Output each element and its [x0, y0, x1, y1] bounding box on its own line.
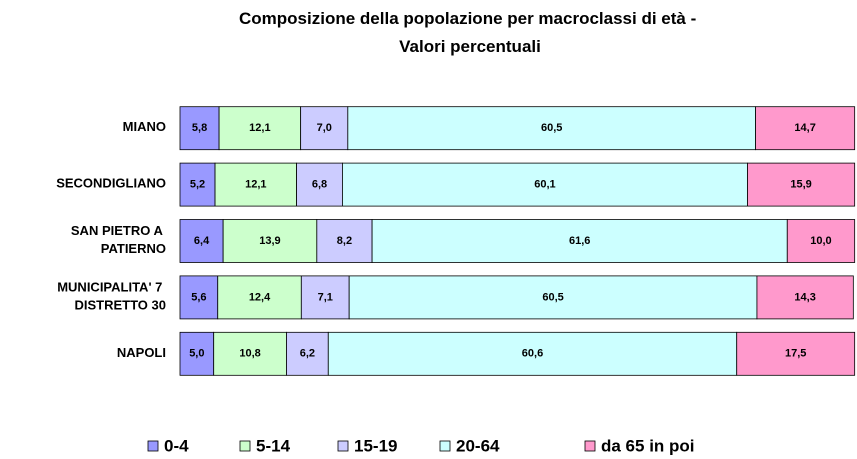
bar-segment [296, 162, 343, 207]
legend-label: da 65 in poi [601, 436, 695, 455]
bar-segment [179, 275, 219, 320]
value-label: 60,6 [522, 348, 543, 360]
bar-segment [755, 106, 856, 151]
y-tick-label: SECONDIGLIANO [56, 176, 166, 191]
bar-segment [747, 162, 856, 207]
bar-segment [300, 275, 350, 320]
bar-segment [786, 219, 856, 263]
value-label: 8,2 [337, 235, 352, 247]
value-label: 7,0 [317, 122, 332, 134]
legend-swatch [239, 440, 251, 452]
y-tick-label: MUNICIPALITA' 7 DISTRETTO 30 [57, 280, 166, 313]
value-label: 6,2 [300, 348, 315, 360]
legend-label: 20-64 [456, 436, 500, 455]
value-label: 10,0 [810, 235, 831, 247]
value-label: 13,9 [259, 235, 280, 247]
bar-segment [347, 106, 756, 151]
legend-label: 5-14 [256, 436, 291, 455]
value-label: 61,6 [569, 235, 590, 247]
legend-swatch [439, 440, 451, 452]
value-label: 5,0 [189, 348, 204, 360]
bar-segment [222, 219, 318, 263]
bar-segment [736, 331, 856, 376]
bar-segment [756, 275, 854, 320]
legend-label: 0-4 [164, 436, 189, 455]
legend-swatch [147, 440, 159, 452]
bar-segment [179, 162, 216, 207]
value-label: 14,7 [794, 122, 815, 134]
bar-segment [371, 219, 788, 263]
value-label: 5,6 [191, 291, 206, 303]
bar-segment [217, 275, 302, 320]
value-label: 14,3 [794, 291, 815, 303]
chart-title: Composizione della popolazione per macro… [239, 9, 701, 56]
value-label: 60,5 [542, 291, 563, 303]
value-label: 60,1 [534, 179, 555, 191]
bar-segment [286, 331, 329, 376]
value-label: 7,1 [318, 291, 333, 303]
value-label: 17,5 [785, 348, 806, 360]
value-label: 12,1 [249, 122, 270, 134]
value-label: 15,9 [790, 179, 811, 191]
bar-segment [179, 106, 220, 151]
value-label: 6,4 [194, 235, 210, 247]
value-label: 12,4 [249, 291, 271, 303]
y-tick-label: MIANO [123, 120, 166, 135]
value-label: 10,8 [239, 348, 260, 360]
value-label: 5,8 [192, 122, 207, 134]
value-label: 6,8 [312, 179, 327, 191]
value-label: 12,1 [245, 179, 266, 191]
legend-label: 15-19 [354, 436, 397, 455]
legend-swatch [337, 440, 349, 452]
value-label: 5,2 [190, 179, 205, 191]
bar-segment [179, 331, 215, 376]
y-tick-label: SAN PIETRO A PATIERNO [71, 223, 166, 256]
bar-segment [213, 331, 287, 376]
y-tick-label: NAPOLI [117, 345, 166, 360]
bar-segment [214, 162, 298, 207]
value-label: 60,5 [541, 122, 562, 134]
bar-segment [300, 106, 349, 151]
bar-segment [342, 162, 748, 207]
bar-segment [316, 219, 373, 263]
legend-swatch [584, 440, 596, 452]
bar-segment [348, 275, 758, 320]
bar-segment [218, 106, 302, 151]
